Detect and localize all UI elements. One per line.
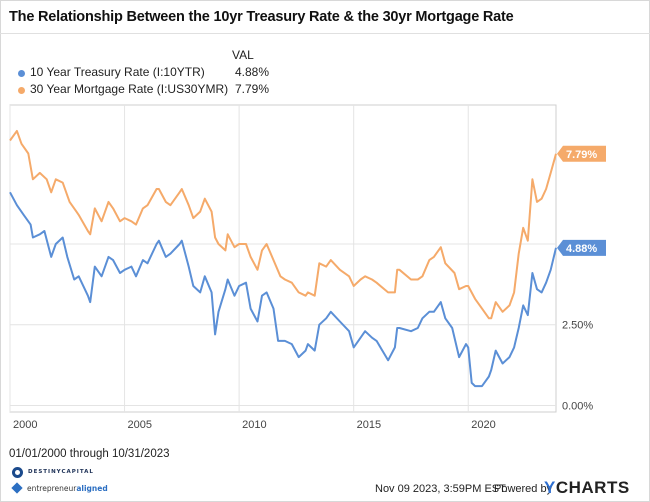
legend-value-treasury: 4.88% <box>235 65 270 79</box>
legend-dot-treasury <box>18 70 25 77</box>
x-tick-label: 2000 <box>13 419 37 431</box>
legend-value-header: VAL <box>232 48 254 62</box>
destiny-capital-logo-icon <box>12 466 23 478</box>
destiny-capital-logo-text: DESTINYCAPITAL <box>28 469 94 475</box>
end-value-tag <box>557 145 606 162</box>
line-chart: 0.00%2.50%5.00%200020052010201520204.88%… <box>9 104 606 431</box>
legend-label-treasury: 10 Year Treasury Rate (I:10YTR) <box>30 65 205 79</box>
end-value-label: 4.88% <box>566 243 597 255</box>
title-divider <box>0 33 650 34</box>
y-tick-label: 2.50% <box>562 320 593 332</box>
ycharts-logo-y: Y <box>544 478 556 497</box>
ycharts-logo-rest: CHARTS <box>555 478 630 497</box>
powered-by-label: Powered by <box>494 483 553 495</box>
series-line-0 <box>9 191 557 388</box>
end-value-label: 7.79% <box>566 149 597 161</box>
chart-title: The Relationship Between the 10yr Treasu… <box>9 9 514 25</box>
y-tick-label: 0.00% <box>562 401 593 413</box>
timestamp: Nov 09 2023, 3:59PM EST. <box>375 483 508 495</box>
entrepreneur-aligned-logo-icon <box>11 482 23 494</box>
x-tick-label: 2010 <box>242 419 266 431</box>
logo-word-entrepreneur: entrepreneur <box>27 483 77 493</box>
ycharts-logo[interactable]: YCHARTS <box>544 478 630 498</box>
destiny-capital-logo: DESTINYCAPITAL <box>12 465 94 479</box>
date-range: 01/01/2000 through 10/31/2023 <box>9 448 170 460</box>
plot-area <box>9 104 557 413</box>
logo-word-aligned: aligned <box>76 483 108 493</box>
end-value-tag <box>557 239 606 256</box>
legend-dot-mortgage <box>18 87 25 94</box>
x-tick-label: 2005 <box>128 419 152 431</box>
entrepreneur-aligned-logo: entrepreneuraligned <box>11 481 108 495</box>
entrepreneur-aligned-logo-text: entrepreneuraligned <box>27 484 108 493</box>
x-tick-label: 2015 <box>357 419 381 431</box>
legend-label-mortgage: 30 Year Mortgage Rate (I:US30YMR) <box>30 82 229 96</box>
x-tick-label: 2020 <box>471 419 495 431</box>
legend-value-mortgage: 7.79% <box>235 82 270 96</box>
